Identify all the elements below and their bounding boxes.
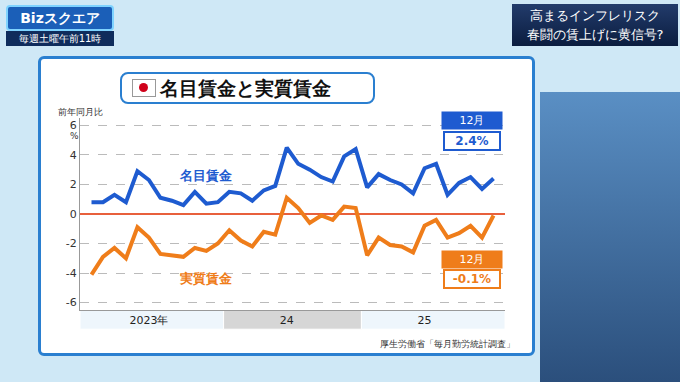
svg-text:-0.1%: -0.1%: [453, 272, 491, 286]
svg-text:4: 4: [70, 149, 77, 162]
svg-text:名目賃金: 名目賃金: [179, 168, 233, 183]
html-text:春闘の賃上げに黄信号?: 春闘の賃上げに黄信号?: [526, 27, 664, 42]
html-text:高まるインフレリスク: 高まるインフレリスク: [530, 8, 660, 23]
svg-text:2023年: 2023年: [129, 314, 168, 327]
html-text:厚生労働省「毎月勤労統計調査」: 厚生労働省「毎月勤労統計調査」: [380, 339, 515, 349]
html-text:名目賃金と実質賃金: 名目賃金と実質賃金: [160, 77, 331, 99]
svg-text:-4: -4: [66, 267, 77, 280]
svg-text:実質賃金: 実質賃金: [179, 271, 233, 286]
svg-text:6: 6: [70, 119, 77, 132]
svg-text:2.4%: 2.4%: [455, 134, 488, 148]
html-text:前年同月比: 前年同月比: [58, 107, 103, 117]
svg-text:-6: -6: [66, 296, 77, 309]
svg-text:25: 25: [418, 314, 432, 327]
html-text:Bizスクエア: Bizスクエア: [20, 10, 100, 26]
svg-text:0: 0: [70, 208, 77, 221]
svg-text:2: 2: [70, 178, 77, 191]
svg-text:12月: 12月: [460, 253, 485, 266]
html-text:毎週土曜午前11時: 毎週土曜午前11時: [18, 33, 102, 44]
svg-text:12月: 12月: [460, 114, 485, 127]
svg-text:24: 24: [280, 314, 294, 327]
svg-text:-2: -2: [66, 237, 77, 250]
